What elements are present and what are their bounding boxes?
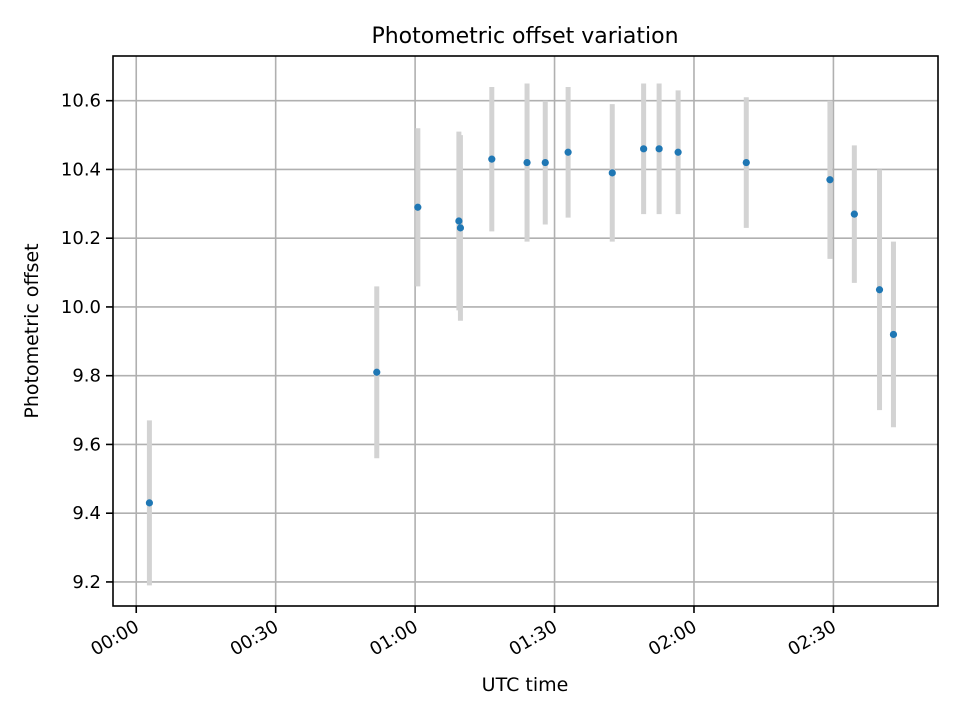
data-point — [608, 169, 616, 177]
y-tick-label: 9.2 — [72, 572, 101, 593]
data-point — [456, 224, 465, 232]
x-tick-label: 01:30 — [506, 616, 561, 660]
y-axis-ticks: 9.2 9.4 9.6 9.8 10.0 10.2 10.4 10.6 — [61, 91, 113, 593]
data-point — [742, 158, 750, 167]
data-point — [674, 148, 682, 156]
y-tick-label: 9.4 — [72, 503, 101, 524]
y-tick-label: 10.4 — [61, 159, 101, 180]
data-point — [655, 145, 663, 153]
data-point — [414, 203, 422, 211]
data-points — [145, 145, 898, 507]
y-tick-label: 10.0 — [61, 297, 101, 318]
y-tick-label: 9.6 — [72, 434, 101, 455]
data-point — [373, 368, 381, 376]
data-point — [640, 145, 648, 153]
data-point — [875, 286, 884, 294]
x-tick-label: 02:00 — [645, 616, 700, 660]
data-point — [826, 176, 834, 184]
y-tick-label: 10.6 — [61, 91, 101, 112]
data-point — [455, 217, 463, 225]
data-point — [145, 499, 154, 507]
data-point — [850, 210, 858, 218]
x-tick-label: 02:30 — [784, 616, 839, 660]
data-point — [889, 330, 898, 339]
x-axis-ticks: 00:00 00:30 01:00 01:30 02:00 02:30 — [87, 606, 840, 660]
data-point — [541, 158, 549, 167]
plot-frame — [112, 55, 939, 607]
y-tick-label: 9.8 — [72, 366, 101, 387]
data-point — [564, 148, 572, 156]
data-point — [523, 158, 531, 167]
chart-title: Photometric offset variation — [371, 24, 678, 49]
y-tick-label: 10.2 — [61, 228, 101, 249]
x-axis-label: UTC time — [482, 674, 569, 696]
data-point — [488, 155, 496, 163]
error-bars — [146, 83, 896, 586]
x-tick-label: 01:00 — [366, 616, 421, 660]
x-tick-label: 00:30 — [227, 616, 282, 660]
y-axis-label: Photometric offset — [21, 243, 43, 418]
x-tick-label: 00:00 — [87, 616, 142, 660]
